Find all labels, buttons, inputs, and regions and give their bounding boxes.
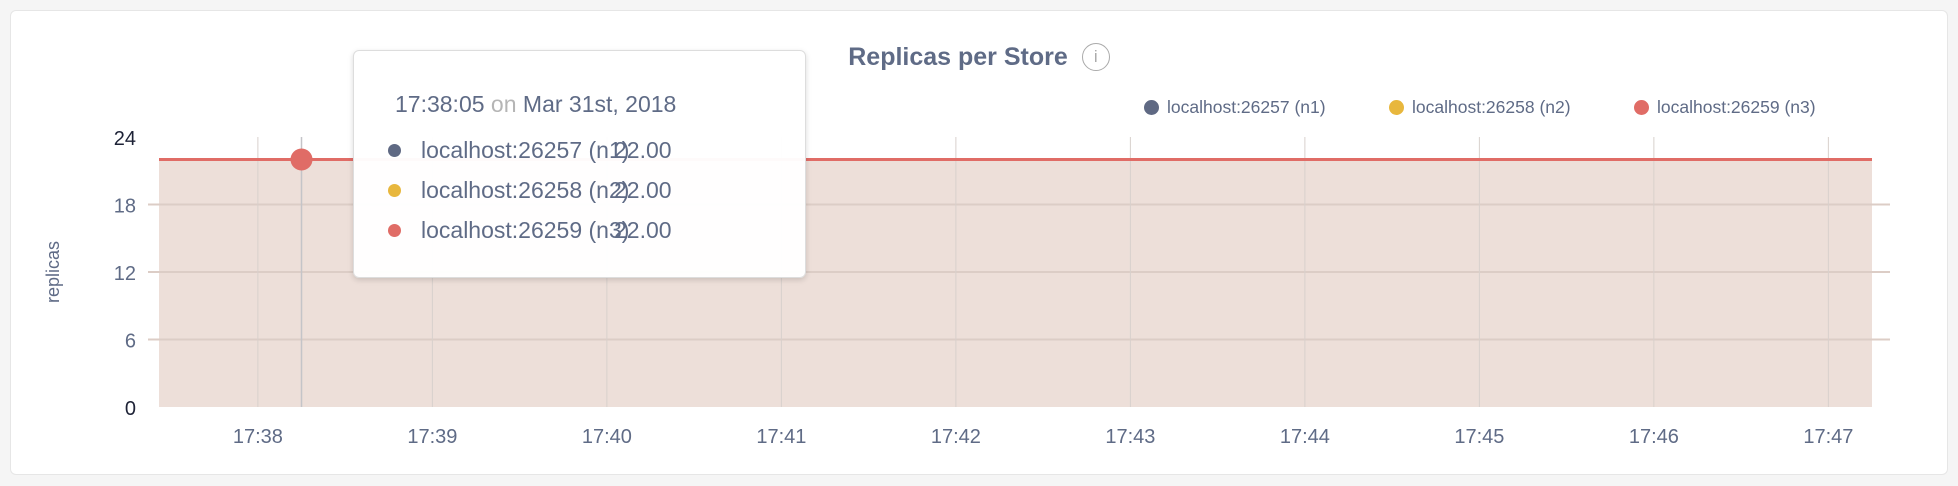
x-tick-label: 17:41	[756, 426, 806, 448]
x-tick-label: 17:45	[1454, 426, 1504, 448]
y-tick-label: 6	[125, 331, 136, 353]
x-tick-label: 17:44	[1280, 426, 1330, 448]
tooltip-value: 22.00	[614, 217, 672, 243]
tooltip-header: 17:38:05 on Mar 31st, 2018	[395, 91, 676, 118]
legend-item-n2[interactable]: localhost:26258 (n2)	[1389, 97, 1571, 118]
tooltip-date: Mar 31st, 2018	[522, 91, 677, 117]
series-dot-icon	[388, 224, 401, 237]
y-tick-label: 24	[114, 128, 136, 150]
tooltip: 17:38:05 on Mar 31st, 2018 localhost:262…	[353, 50, 806, 278]
legend-item-n1[interactable]: localhost:26257 (n1)	[1144, 97, 1326, 118]
tooltip-value: 22.00	[614, 177, 672, 203]
legend-label: localhost:26259 (n3)	[1657, 97, 1816, 117]
tooltip-label: localhost:26259 (n3)	[421, 217, 630, 243]
x-tick-label: 17:42	[931, 426, 981, 448]
y-tick-label: 12	[114, 263, 136, 285]
x-tick-label: 17:40	[582, 426, 632, 448]
x-tick-label: 17:39	[407, 426, 457, 448]
legend-label: localhost:26257 (n1)	[1167, 97, 1326, 117]
tooltip-row: localhost:26259 (n3) 22.00	[388, 217, 672, 244]
tooltip-on: on	[490, 91, 517, 117]
series-dot-icon	[388, 144, 401, 157]
legend-item-n3[interactable]: localhost:26259 (n3)	[1634, 97, 1816, 118]
legend-dot-icon	[1144, 100, 1159, 115]
info-icon[interactable]: i	[1081, 43, 1110, 72]
tooltip-row: localhost:26257 (n1) 22.00	[388, 137, 672, 164]
tooltip-label: localhost:26257 (n1)	[421, 137, 630, 163]
legend-dot-icon	[1389, 100, 1404, 115]
hover-marker	[290, 148, 313, 171]
series-dot-icon	[388, 184, 401, 197]
tooltip-label: localhost:26258 (n2)	[421, 177, 630, 203]
x-tick-label: 17:43	[1105, 426, 1155, 448]
x-tick-label: 17:38	[233, 426, 283, 448]
chart-title-wrap: Replicas per Store i	[0, 42, 1958, 72]
tooltip-row: localhost:26258 (n2) 22.00	[388, 177, 672, 204]
x-tick-label: 17:47	[1803, 426, 1853, 448]
tooltip-value: 22.00	[614, 137, 672, 163]
tooltip-time: 17:38:05	[395, 91, 485, 117]
y-axis-label: replicas	[43, 241, 63, 303]
y-tick-label: 0	[125, 398, 136, 420]
chart-title: Replicas per Store	[848, 42, 1068, 71]
x-tick-label: 17:46	[1629, 426, 1679, 448]
legend-label: localhost:26258 (n2)	[1412, 97, 1571, 117]
y-tick-label: 18	[114, 196, 136, 218]
legend-dot-icon	[1634, 100, 1649, 115]
